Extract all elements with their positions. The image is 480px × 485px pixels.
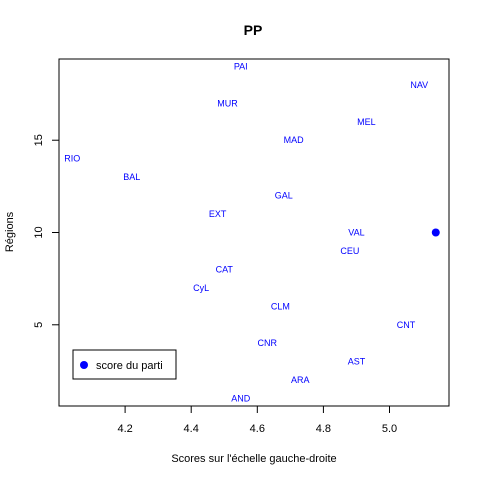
y-axis-title: Régions bbox=[4, 211, 16, 252]
region-label-ast: AST bbox=[348, 357, 366, 367]
x-axis-title: Scores sur l'échelle gauche-droite bbox=[171, 453, 336, 465]
region-label-and: AND bbox=[231, 394, 251, 404]
region-label-ext: EXT bbox=[209, 209, 227, 219]
region-label-mur: MUR bbox=[217, 98, 238, 108]
y-tick-label: 5 bbox=[33, 322, 45, 328]
x-tick-label: 4.2 bbox=[117, 423, 132, 435]
party-score-point bbox=[432, 229, 440, 237]
region-label-ara: ARA bbox=[291, 375, 310, 385]
region-label-ceu: CEU bbox=[340, 246, 359, 256]
chart-title: PP bbox=[244, 22, 263, 38]
region-label-rio: RIO bbox=[64, 154, 80, 164]
region-label-clm: CLM bbox=[271, 301, 290, 311]
region-label-mel: MEL bbox=[357, 117, 376, 127]
region-label-pai: PAI bbox=[234, 61, 248, 71]
x-tick-label: 4.8 bbox=[316, 423, 331, 435]
y-tick-label: 15 bbox=[33, 134, 45, 146]
region-label-cyl: CyL bbox=[193, 283, 209, 293]
region-label-cnt: CNT bbox=[397, 320, 416, 330]
region-label-bal: BAL bbox=[123, 172, 140, 182]
party-points bbox=[432, 229, 440, 237]
legend-label: score du parti bbox=[96, 360, 163, 372]
x-tick-label: 5.0 bbox=[382, 423, 397, 435]
region-label-nav: NAV bbox=[410, 80, 428, 90]
legend: score du parti bbox=[73, 350, 176, 379]
region-label-cnr: CNR bbox=[257, 338, 277, 348]
region-label-gal: GAL bbox=[275, 191, 293, 201]
x-tick-label: 4.4 bbox=[184, 423, 199, 435]
x-tick-label: 4.6 bbox=[250, 423, 265, 435]
region-label-cat: CAT bbox=[216, 264, 234, 274]
y-tick-label: 10 bbox=[33, 226, 45, 238]
region-label-mad: MAD bbox=[284, 135, 305, 145]
region-label-val: VAL bbox=[348, 228, 364, 238]
legend-marker bbox=[80, 361, 88, 369]
